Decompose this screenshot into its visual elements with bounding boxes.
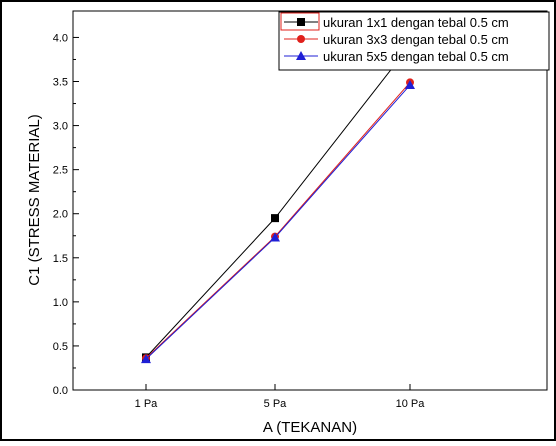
y-tick-label: 0.5 bbox=[53, 341, 68, 353]
legend-marker bbox=[297, 18, 305, 26]
x-tick-label: 5 Pa bbox=[264, 398, 288, 410]
x-axis: 1 Pa 5 Pa 10 Pa bbox=[135, 384, 426, 410]
plot-frame bbox=[72, 10, 548, 391]
legend-marker bbox=[296, 51, 306, 60]
legend-label: ukuran 1x1 dengan tebal 0.5 cm bbox=[323, 15, 509, 30]
y-tick-label: 0.0 bbox=[53, 385, 68, 397]
legend-highlight bbox=[280, 12, 320, 31]
y-tick-label: 1.0 bbox=[53, 297, 68, 309]
series-3 bbox=[141, 80, 415, 364]
legend-box bbox=[278, 11, 550, 71]
legend-label: ukuran 5x5 dengan tebal 0.5 cm bbox=[323, 49, 509, 64]
legend-label: ukuran 3x3 dengan tebal 0.5 cm bbox=[323, 32, 509, 47]
legend-marker bbox=[297, 35, 305, 43]
y-tick-label: 3.5 bbox=[53, 77, 68, 89]
legend-entry: ukuran 5x5 dengan tebal 0.5 cm bbox=[284, 49, 509, 64]
y-tick-label: 2.0 bbox=[53, 209, 68, 221]
data-point bbox=[405, 80, 415, 90]
y-tick-label: 4.0 bbox=[53, 32, 68, 44]
y-tick-label: 1.5 bbox=[53, 253, 68, 265]
y-axis: 0.0 0.5 1.0 1.5 2.0 2.5 3.0 3.5 4.0 bbox=[53, 32, 79, 397]
data-point bbox=[270, 232, 280, 242]
data-point bbox=[141, 354, 151, 364]
data-point bbox=[271, 214, 279, 223]
legend: ukuran 1x1 dengan tebal 0.5 cm ukuran 3x3… bbox=[278, 11, 550, 71]
y-tick-label: 2.5 bbox=[53, 165, 68, 177]
x-tick-label: 10 Pa bbox=[396, 398, 426, 410]
x-tick-label: 1 Pa bbox=[135, 398, 159, 410]
legend-entry: ukuran 1x1 dengan tebal 0.5 cm bbox=[280, 12, 509, 31]
legend-entry: ukuran 3x3 dengan tebal 0.5 cm bbox=[284, 32, 509, 47]
x-axis-title: A (TEKANAN) bbox=[263, 419, 357, 436]
y-axis-title: C1 (STRESS MATERIAL) bbox=[26, 114, 43, 285]
y-tick-label: 3.0 bbox=[53, 121, 68, 133]
